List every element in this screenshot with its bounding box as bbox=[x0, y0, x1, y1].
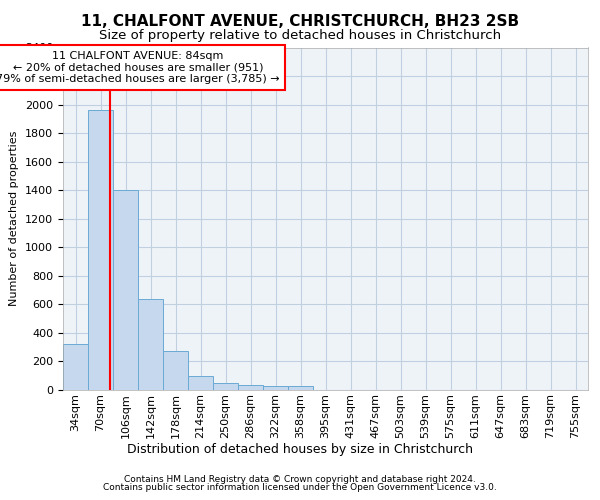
Text: Contains HM Land Registry data © Crown copyright and database right 2024.: Contains HM Land Registry data © Crown c… bbox=[124, 475, 476, 484]
Bar bbox=[138, 298, 163, 390]
Bar bbox=[238, 385, 263, 390]
Bar bbox=[263, 386, 288, 390]
Bar bbox=[163, 352, 188, 390]
Text: 11, CHALFONT AVENUE, CHRISTCHURCH, BH23 2SB: 11, CHALFONT AVENUE, CHRISTCHURCH, BH23 … bbox=[81, 14, 519, 29]
Bar bbox=[113, 190, 138, 390]
Text: 11 CHALFONT AVENUE: 84sqm
← 20% of detached houses are smaller (951)
79% of semi: 11 CHALFONT AVENUE: 84sqm ← 20% of detac… bbox=[0, 51, 280, 84]
Text: Distribution of detached houses by size in Christchurch: Distribution of detached houses by size … bbox=[127, 442, 473, 456]
Bar bbox=[213, 383, 238, 390]
Bar bbox=[63, 344, 88, 390]
Text: Contains public sector information licensed under the Open Government Licence v3: Contains public sector information licen… bbox=[103, 483, 497, 492]
Bar bbox=[88, 110, 113, 390]
Bar bbox=[188, 376, 213, 390]
Text: Size of property relative to detached houses in Christchurch: Size of property relative to detached ho… bbox=[99, 29, 501, 42]
Y-axis label: Number of detached properties: Number of detached properties bbox=[10, 131, 19, 306]
Bar bbox=[288, 386, 313, 390]
